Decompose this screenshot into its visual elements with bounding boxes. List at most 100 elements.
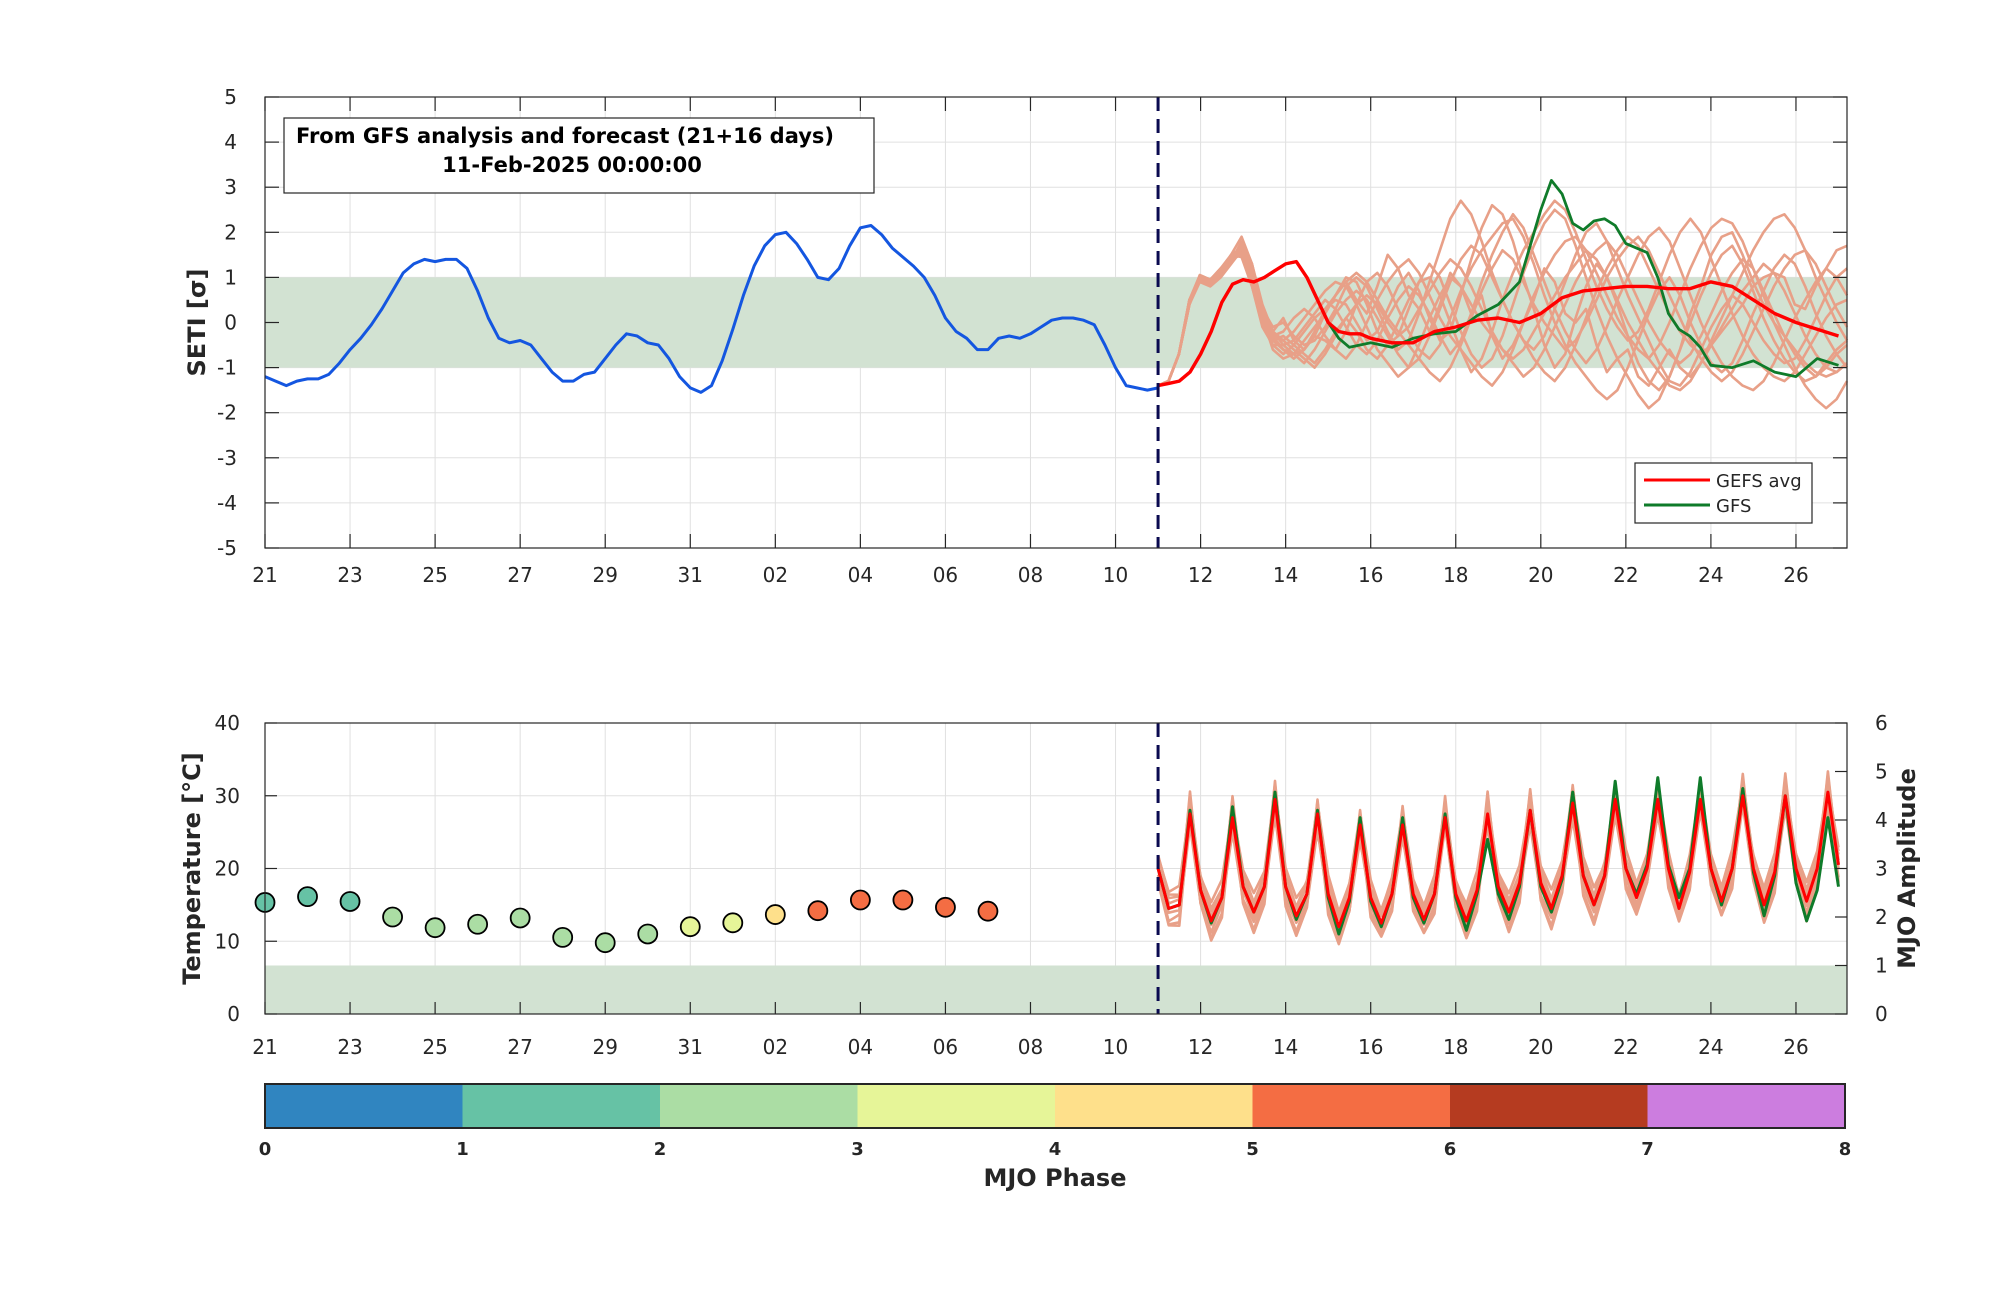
mjo-point-3 — [382, 906, 403, 928]
colorbar-tick-label: 0 — [259, 1139, 272, 1160]
temp-ytick-labels: 0 10 20 30 40 — [215, 711, 240, 1026]
seti-ensemble-members — [1157, 199, 1849, 410]
temp-xtick-label: 24 — [1698, 1035, 1723, 1059]
seti-ytick-labels: -5 -4 -3 -2 -1 0 1 2 3 4 5 — [217, 85, 237, 560]
mjo-point-7 — [552, 926, 574, 948]
seti-line-analysis — [264, 224, 1159, 394]
mjo-point-14 — [849, 889, 871, 911]
colorbar-bin-4 — [1055, 1084, 1253, 1128]
seti-ytick-label: 4 — [224, 130, 237, 154]
seti-xtick-label: 31 — [678, 563, 703, 587]
mjo-point-9 — [637, 923, 659, 945]
seti-xtick-label: 08 — [1018, 563, 1043, 587]
temp-xtick-label: 29 — [592, 1035, 617, 1059]
temp-xtick-label: 25 — [422, 1035, 447, 1059]
mjo-ytick-label: 5 — [1875, 760, 1888, 784]
seti-xtick-label: 22 — [1613, 563, 1638, 587]
temp-xtick-label: 22 — [1613, 1035, 1638, 1059]
seti-xtick-label: 26 — [1783, 563, 1808, 587]
mjo-ytick-labels: 0 1 2 3 4 5 6 — [1875, 711, 1888, 1026]
mjo-point-15 — [892, 889, 914, 911]
temp-xtick-label: 21 — [252, 1035, 277, 1059]
mjo-point-2 — [339, 891, 361, 912]
temp-ytick-label: 20 — [215, 857, 240, 881]
seti-member-line-11 — [1157, 240, 1848, 387]
seti-member-line-10 — [1157, 235, 1849, 387]
temp-xtick-label: 18 — [1443, 1035, 1468, 1059]
seti-xtick-label: 10 — [1103, 563, 1128, 587]
legend-label-gfs: GFS — [1716, 496, 1751, 517]
mjo-points — [254, 886, 999, 954]
colorbar-label: MJO Phase — [983, 1164, 1126, 1192]
seti-xtick-label: 06 — [933, 563, 958, 587]
colorbar-tick-label: 4 — [1049, 1139, 1062, 1160]
temp-xtick-label: 31 — [678, 1035, 703, 1059]
seti-xtick-label: 23 — [337, 563, 362, 587]
mjo-point-1 — [297, 886, 318, 908]
colorbar-tick-labels: 0 1 2 3 4 5 6 7 8 — [259, 1139, 1852, 1160]
temp-line-gefs-avg — [1156, 790, 1840, 929]
mjo-point-11 — [722, 912, 744, 934]
mjo-weak-band — [265, 965, 1847, 1014]
seti-ytick-label: 1 — [224, 265, 237, 289]
temp-xtick-label: 04 — [848, 1035, 873, 1059]
chart-subtitle: 11-Feb-2025 00:00:00 — [442, 153, 702, 177]
seti-ytick-label: -4 — [217, 491, 237, 515]
colorbar-tick-label: 7 — [1641, 1139, 1654, 1160]
colorbar-tick-label: 6 — [1444, 1139, 1457, 1160]
mjo-ytick-label: 0 — [1875, 1002, 1888, 1026]
chart-title: From GFS analysis and forecast (21+16 da… — [296, 124, 834, 148]
temp-ensemble-members — [1156, 770, 1840, 946]
mjo-point-13 — [807, 900, 829, 922]
colorbar-tick-label: 3 — [851, 1139, 864, 1160]
seti-xtick-label: 21 — [252, 563, 277, 587]
colorbar-tick-label: 2 — [654, 1139, 667, 1160]
seti-xtick-label: 18 — [1443, 563, 1468, 587]
temp-ytick-label: 30 — [215, 784, 240, 808]
colorbar-bin-6 — [1450, 1084, 1648, 1128]
colorbar-tick-label: 5 — [1246, 1139, 1259, 1160]
temp-xtick-label: 26 — [1783, 1035, 1808, 1059]
legend-frame — [1634, 462, 1813, 524]
seti-xtick-labels: 21 23 25 27 29 31 02 04 06 08 10 12 14 16 18 20 22 24 26 — [252, 563, 1808, 587]
mjo-ylabel: MJO Amplitude — [1893, 768, 1921, 969]
temp-xtick-label: 23 — [337, 1035, 362, 1059]
mjo-phase-colorbar: 0 1 2 3 4 5 6 7 8 MJO Phase — [259, 1083, 1852, 1192]
seti-series-lines — [264, 178, 1840, 394]
seti-line-ensemble_mean — [1157, 259, 1840, 388]
seti-ytick-label: -2 — [217, 401, 237, 425]
colorbar-bins — [265, 1084, 1845, 1128]
seti-ylabel: SETI [σ] — [183, 269, 211, 377]
temp-xtick-label: 12 — [1188, 1035, 1213, 1059]
temp-xtick-label: 14 — [1273, 1035, 1298, 1059]
mjo-ytick-label: 3 — [1875, 857, 1888, 881]
colorbar-bin-1 — [462, 1084, 660, 1128]
seti-member-line-5 — [1157, 208, 1848, 410]
colorbar-frame — [264, 1083, 1846, 1129]
temp-xtick-label: 16 — [1358, 1035, 1383, 1059]
seti-member-line-8 — [1157, 213, 1849, 392]
seti-ytick-label: -5 — [217, 536, 237, 560]
seti-ytick-label: 5 — [224, 85, 237, 109]
mjo-point-10 — [679, 916, 701, 938]
temp-ytick-label: 0 — [227, 1002, 240, 1026]
mjo-ytick-label: 2 — [1875, 905, 1888, 929]
colorbar-bin-5 — [1252, 1084, 1450, 1128]
temp-xtick-label: 06 — [933, 1035, 958, 1059]
colorbar-bin-2 — [660, 1084, 858, 1128]
seti-ticks — [264, 96, 1847, 549]
seti-xtick-label: 02 — [763, 563, 788, 587]
temp-ytick-label: 40 — [215, 711, 240, 735]
seti-ytick-label: -1 — [217, 356, 237, 380]
temp-xtick-labels: 21 23 25 27 29 31 02 04 06 08 10 12 14 16 18 20 22 24 26 — [252, 1035, 1808, 1059]
mjo-ytick-label: 6 — [1875, 711, 1888, 735]
seti-ytick-label: -3 — [217, 446, 237, 470]
temp-xtick-label: 02 — [763, 1035, 788, 1059]
mjo-point-16 — [935, 896, 956, 918]
seti-xtick-label: 24 — [1698, 563, 1723, 587]
temp-series-lines — [1156, 776, 1840, 936]
legend-label-gefs-avg: GEFS avg — [1716, 471, 1802, 492]
